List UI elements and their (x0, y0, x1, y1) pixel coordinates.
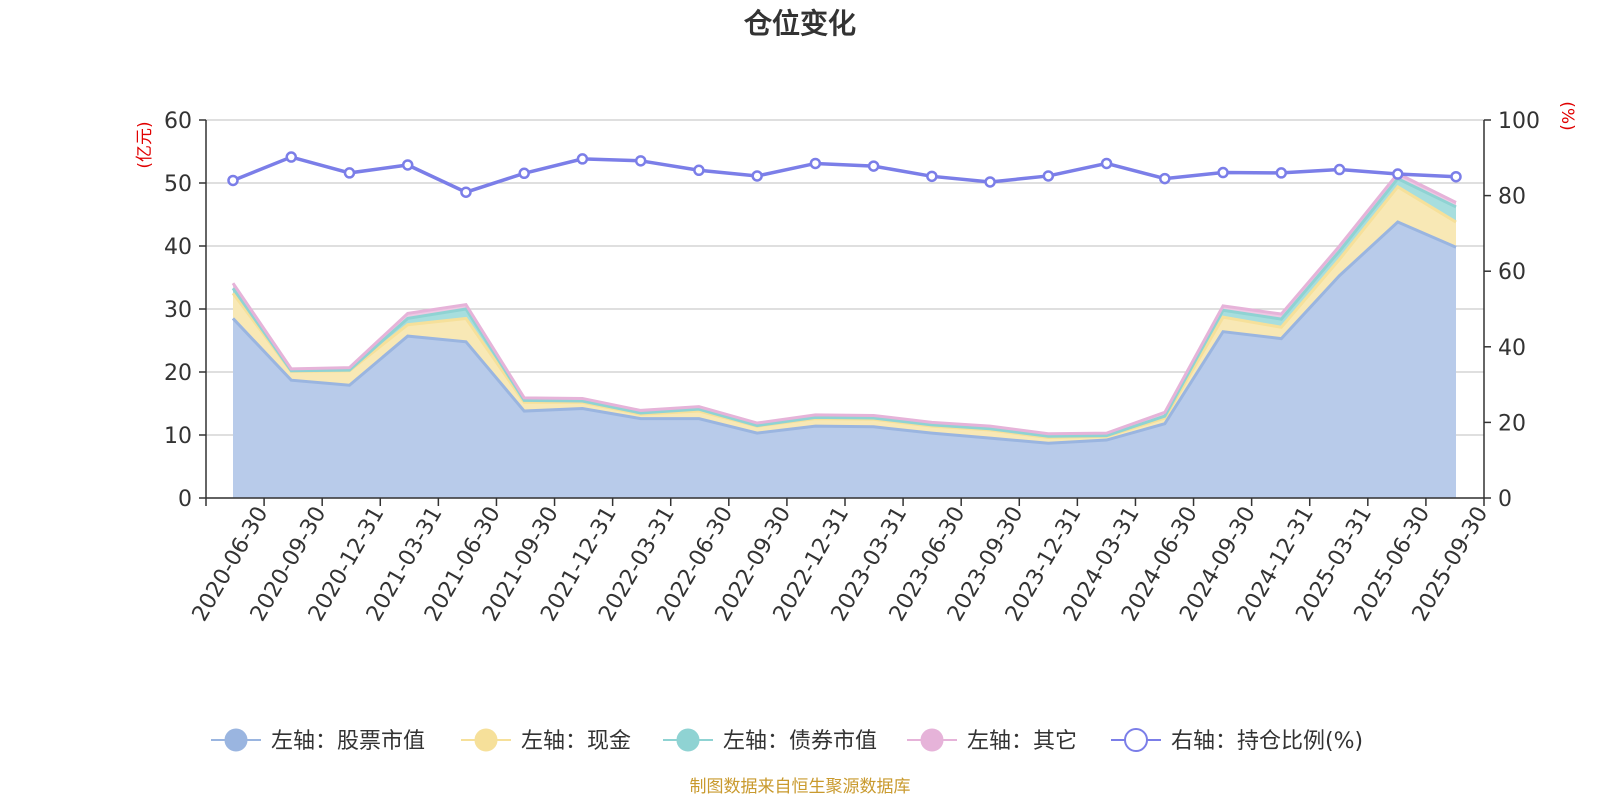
ratio-point (1450, 170, 1462, 183)
area-edge-左轴：其它 (231, 171, 1457, 436)
ratio-point (1042, 170, 1055, 182)
left-tick-label: 50 (164, 172, 192, 197)
stacked-areas (231, 171, 1457, 499)
area-edge-左轴：股票市值 (231, 220, 1457, 445)
left-axis-unit: (亿元) (135, 121, 155, 168)
ratio-point (227, 174, 239, 187)
legend-marker (1124, 728, 1148, 752)
ratio-point (1100, 157, 1113, 170)
right-axis-unit: (%) (1557, 101, 1577, 130)
left-tick-label: 10 (164, 424, 192, 449)
ratio-point (867, 160, 880, 172)
legend: 左轴：股票市值 左轴：现金 左轴：债券市值 左轴：其它 右轴：持仓比例(%) (211, 728, 1363, 754)
right-tick-label: 60 (1498, 260, 1526, 285)
legend-marker (474, 728, 498, 752)
ratio-point (809, 157, 822, 170)
legend-label: 右轴：持仓比例(%) (1171, 729, 1363, 754)
ratio-line-path (232, 155, 1457, 195)
ratio-point (1392, 168, 1404, 180)
ratio-point (343, 167, 356, 179)
legend-label: 左轴：其它 (967, 729, 1077, 754)
ratio-point (926, 170, 938, 183)
legend-marker (224, 728, 248, 752)
ratio-point (518, 167, 530, 180)
left-tick-label: 20 (164, 361, 192, 386)
ratio-point (1217, 166, 1229, 179)
left-tick-label: 60 (164, 109, 192, 134)
ratio-point (1275, 167, 1288, 179)
ratio-point (693, 164, 705, 177)
right-tick-label: 100 (1498, 109, 1540, 134)
ratio-line (227, 151, 1462, 198)
ratio-point (460, 186, 472, 198)
legend-marker (676, 728, 700, 752)
left-tick-label: 40 (164, 235, 192, 260)
right-tick-label: 20 (1498, 411, 1526, 436)
chart-title: 仓位变化 (744, 7, 856, 40)
area-左轴：股票市值 (233, 222, 1456, 498)
ratio-point (1333, 163, 1346, 176)
data-source-note: 制图数据来自恒生聚源数据库 (690, 777, 911, 797)
right-tick-label: 80 (1498, 185, 1526, 210)
right-tick-label: 0 (1498, 487, 1512, 512)
ratio-point (984, 176, 996, 188)
ratio-point (285, 151, 297, 163)
ratio-point (634, 155, 647, 167)
ratio-point (751, 170, 763, 182)
legend-marker (920, 728, 944, 752)
right-tick-label: 40 (1498, 336, 1526, 361)
ratio-point (576, 153, 589, 165)
legend-label: 左轴：股票市值 (271, 729, 425, 754)
legend-label: 左轴：债券市值 (723, 729, 877, 754)
legend-label: 左轴：现金 (521, 729, 631, 754)
area-edge-左轴：债券市值 (231, 176, 1457, 438)
left-tick-label: 0 (178, 487, 192, 512)
ratio-point (1159, 172, 1171, 185)
left-tick-label: 30 (164, 298, 192, 323)
ratio-point (401, 159, 414, 171)
